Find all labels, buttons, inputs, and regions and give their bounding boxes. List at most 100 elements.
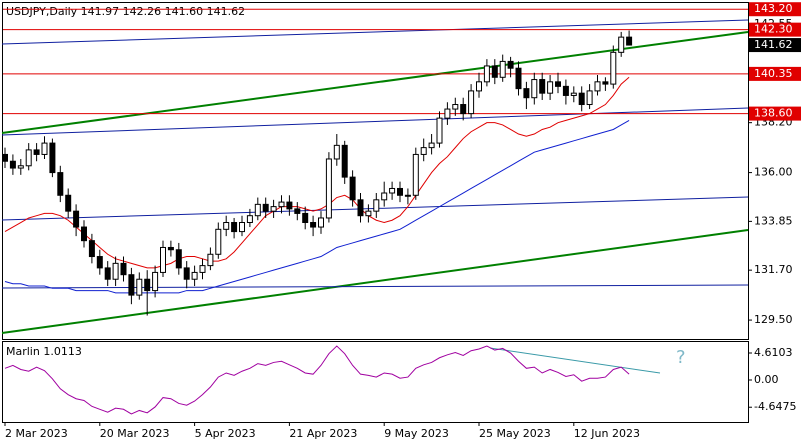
y-tick-label: 133.85 [754,214,793,227]
candle-body [191,271,198,280]
candle-body [33,149,40,155]
candle-body [120,262,127,276]
candle-body [152,271,159,292]
candle-body [112,262,119,280]
candle-body [483,65,490,83]
level-tag [749,106,801,121]
candle-body [254,203,261,217]
candle-body [491,65,498,78]
x-tick-label: 20 Mar 2023 [100,427,170,440]
candle-body [183,267,190,280]
channel-line [1,284,749,289]
candle-body [468,90,475,115]
candle-body [223,222,230,230]
channel-line [1,19,749,45]
candle-body [175,249,182,269]
candle-body [349,176,356,201]
candle-body [81,226,87,242]
candle-body [278,201,285,208]
candle-body [389,187,396,194]
candle-body [144,278,151,292]
level-label: 142.30 [754,23,793,36]
candle-body [207,253,214,267]
x-tick-label: 2 Mar 2023 [5,427,68,440]
y-tick-label: 4.6103 [754,346,793,359]
oscillator-pane [2,341,749,423]
x-tick-label: 5 Apr 2023 [195,427,256,440]
y-tick-label: 0.00 [754,373,779,386]
candle-body [96,256,103,269]
candle-body [594,81,601,92]
candle-body [310,222,317,228]
candle-body [618,36,625,53]
channel-line [1,107,749,136]
candle-body [215,228,222,255]
indicator-title: Marlin 1.0113 [6,345,82,358]
candle-body [88,240,95,258]
candle-body [49,142,56,174]
x-tick-label: 25 May 2023 [479,427,551,440]
level-label: 138.60 [754,107,793,120]
current-price: 141.62 [754,38,793,51]
candle-body [444,108,451,119]
divergence-line [489,347,661,374]
candle-body [270,206,277,212]
candle-body [9,160,16,169]
candle-body [341,144,348,178]
x-tick-label: 9 May 2023 [384,427,449,440]
candle-body [523,88,530,99]
candle-body [586,90,593,106]
y-tick-label: 131.70 [754,263,793,276]
candle-body [531,79,538,99]
annotation: ? [676,347,686,368]
trend-line [1,229,749,334]
candle-body [65,194,72,212]
candle-body [555,81,561,87]
level-label: 140.35 [754,67,793,80]
candle-body [239,222,245,233]
y-tick-label: 129.50 [754,313,793,326]
candle-body [365,210,372,217]
candle-body [515,67,522,90]
candle-body [420,147,427,155]
candle-body [160,246,166,273]
candle-body [373,199,380,212]
candle-body [262,203,269,212]
x-tick-label: 12 Jun 2023 [574,427,640,440]
candle-body [246,215,253,224]
candle-body [436,117,443,144]
candle-body [104,267,111,280]
candle-body [626,36,633,46]
y-tick-label: 136.00 [754,166,793,179]
candle-body [404,194,411,197]
candle-body [452,104,459,110]
candle-body [610,51,617,85]
candle-body [476,81,482,92]
candle-body [286,201,293,210]
candle-body [397,187,403,196]
candle-body [41,142,48,155]
candle-body [128,274,135,296]
candle-body [602,81,609,85]
candle-body [499,60,506,78]
candle-body [381,192,388,201]
price-tag [749,38,801,53]
candle-body [547,81,554,94]
candle-body [562,85,569,96]
candle-body [460,104,467,115]
price-pane [2,2,749,340]
candle-body [357,199,364,217]
candle-body [73,210,80,228]
candle-body [428,142,435,149]
candle-body [578,92,585,106]
oscillator-line [4,345,630,415]
level-label: 143.20 [754,2,793,15]
candle-body [17,165,24,169]
candle-body [318,217,324,228]
candle-body [539,79,546,94]
candle-body [199,265,206,273]
candle-body [412,153,419,196]
chart-title: USDJPY,Daily 141.97 142.26 141.60 141.62 [6,5,245,18]
moving-average [4,119,630,294]
candle-body [507,60,514,69]
